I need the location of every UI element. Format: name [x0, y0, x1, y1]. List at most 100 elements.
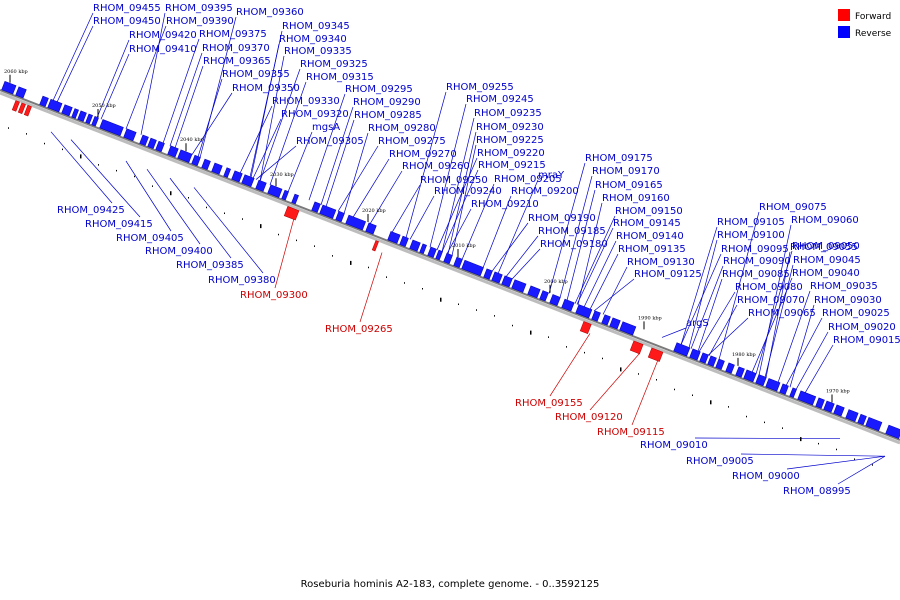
- gene-label-reverse: RHOM_09065: [748, 308, 816, 319]
- gene-label-reverse: RHOM_09390: [166, 16, 234, 27]
- gene-label-reverse: RHOM_09230: [476, 122, 544, 133]
- leader-line: [308, 93, 346, 201]
- leader-line: [436, 157, 478, 251]
- gene-reverse: [575, 304, 593, 319]
- gene-label-reverse: RHOM_09405: [116, 233, 184, 244]
- gene-reverse: [241, 174, 255, 187]
- gene-label-reverse: RHOM_09360: [236, 7, 304, 18]
- position-marker: [638, 373, 639, 375]
- leader-line: [441, 117, 475, 252]
- scale-tick-label: 2050 kbp: [92, 103, 116, 109]
- gene-reverse: [511, 279, 527, 293]
- leader-line: [259, 68, 301, 182]
- gene-reverse: [77, 110, 87, 122]
- gene-reverse: [779, 383, 789, 395]
- position-marker: [836, 448, 837, 451]
- leader-line: [505, 235, 539, 277]
- position-marker: [350, 260, 352, 265]
- leader-line: [583, 240, 617, 308]
- gene-label-reverse: RHOM_09350: [232, 83, 300, 94]
- gene-reverse: [435, 249, 443, 261]
- leader-line-forward: [589, 352, 641, 411]
- gene-reverse: [857, 413, 867, 426]
- leader-line: [441, 169, 479, 253]
- leader-line: [255, 145, 297, 180]
- gene-label-reverse: RHOM_09160: [602, 193, 670, 204]
- gene-reverse: [823, 400, 835, 413]
- position-marker: [674, 388, 675, 391]
- gene-reverse: [743, 369, 757, 383]
- leader-line: [482, 195, 512, 268]
- gene-forward: [17, 102, 26, 115]
- gene-label-reverse: RHOM_09145: [613, 218, 681, 229]
- gene-reverse: [845, 409, 859, 422]
- gene-forward: [371, 240, 379, 252]
- position-marker: [620, 367, 622, 372]
- gene-reverse: [673, 342, 691, 357]
- gene-label-reverse: RHOM_09410: [129, 44, 197, 55]
- position-marker: [548, 336, 549, 338]
- gene-labels: RHOM_09455 RHOM_09450 RHOM_09420 RHOM_09410…: [57, 3, 900, 497]
- gene-label-reverse: RHOM_09455: [93, 3, 161, 14]
- gene-reverse: [549, 294, 561, 307]
- gene-reverse: [61, 104, 73, 117]
- gene-reverse: [483, 268, 493, 280]
- leader-line: [169, 177, 232, 259]
- gene-reverse: [689, 348, 701, 361]
- leader-line: [785, 317, 823, 386]
- gene-label-reverse: RHOM_09185: [538, 226, 606, 237]
- gene-label-reverse: RHOM_09095: [721, 244, 789, 255]
- scale-tick-label: 1990 kbp: [638, 315, 662, 321]
- position-marker: [746, 415, 747, 418]
- gene-reverse: [815, 397, 825, 409]
- gene-label-reverse: RHOM_09165: [595, 180, 663, 191]
- gene-reverse: [699, 352, 709, 364]
- position-marker: [854, 458, 855, 460]
- leader-line: [548, 162, 586, 294]
- leader-line: [758, 224, 792, 376]
- leader-line: [574, 215, 616, 304]
- leader-line: [162, 38, 200, 144]
- position-marker: [386, 276, 387, 278]
- gene-label-reverse: RHOM_09345: [282, 21, 350, 32]
- leader-line: [429, 103, 467, 248]
- leader-line: [259, 55, 285, 182]
- position-marker: [782, 427, 783, 429]
- gene-forward: [11, 100, 20, 112]
- gene-label-reverse: RHOM_09060: [791, 215, 859, 226]
- leader-line: [193, 187, 264, 274]
- position-marker: [188, 197, 189, 199]
- gene-reverse: [71, 108, 79, 119]
- position-marker: [872, 464, 873, 466]
- leader-line: [789, 304, 815, 388]
- gene-reverse: [833, 404, 845, 417]
- leader-line: [337, 145, 379, 212]
- position-marker: [260, 224, 262, 229]
- gene-label-reverse: RHOM_09370: [202, 43, 270, 54]
- gene-reverse: [267, 184, 283, 198]
- leader-line: [589, 253, 619, 310]
- gene-label-reverse: RHOM_09250: [420, 175, 488, 186]
- gene-label-reverse: RHOM_09105: [717, 217, 785, 228]
- gene-forward: [283, 206, 300, 221]
- leader-line: [369, 170, 403, 225]
- position-marker: [26, 133, 27, 135]
- gene-reverse: [223, 167, 231, 178]
- gene-reverse: [99, 119, 124, 137]
- gene-label-reverse: RHOM_09385: [176, 260, 244, 271]
- gene-reverse: [735, 366, 745, 378]
- gene-label-reverse: RHOM_09235: [474, 108, 542, 119]
- gene-label-reverse: RHOM_09080: [735, 282, 803, 293]
- leader-line: [837, 455, 886, 485]
- gene-label-reverse: RHOM_09280: [368, 123, 436, 134]
- leader-line: [576, 227, 614, 305]
- gene-reverse: [123, 128, 137, 142]
- gene-label-reverse: RHOM_09190: [528, 213, 596, 224]
- leader-line: [56, 25, 94, 103]
- leader-line-forward: [274, 218, 295, 289]
- gene-label-reverse: RHOM_09020: [828, 322, 896, 333]
- gene-label-reverse: mgsA: [312, 122, 340, 133]
- position-marker: [404, 282, 405, 284]
- gene-label-reverse: RHOM_09245: [466, 94, 534, 105]
